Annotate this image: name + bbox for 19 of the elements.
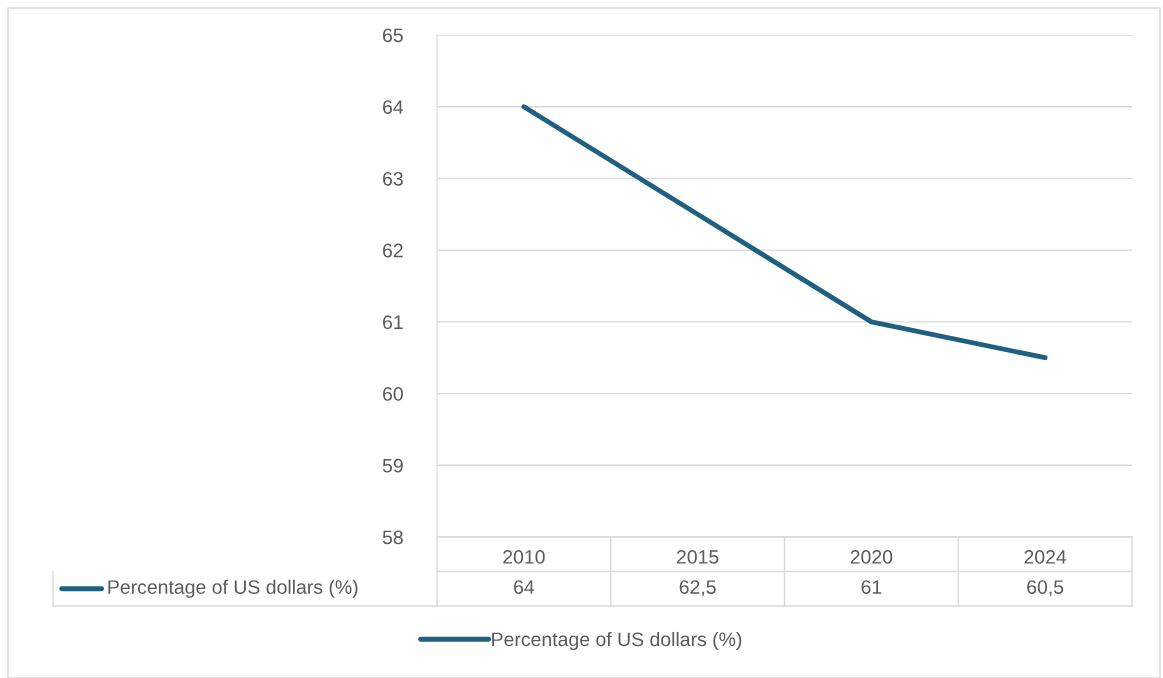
x-tick-label: 2010 xyxy=(503,550,545,564)
y-tick-label: 65 xyxy=(383,28,403,43)
x-tick-label: 2020 xyxy=(850,550,893,564)
text: Percentage of US dollars (%) xyxy=(108,579,358,598)
y-tick-label: 59 xyxy=(382,458,403,473)
y-tick-label: 60 xyxy=(383,387,403,401)
data-label: 61 xyxy=(861,580,882,594)
data-label: 60,5 xyxy=(1027,580,1064,597)
y-tick-label: 58 xyxy=(382,530,403,545)
data-label: 64 xyxy=(514,580,535,594)
x-tick-label: 2024 xyxy=(1024,550,1067,564)
line-series xyxy=(521,104,1048,361)
y-tick-label: 62 xyxy=(383,243,403,258)
legend-label: Percentage of US dollars (%) xyxy=(492,631,742,651)
x-tick-label: 2015 xyxy=(676,550,719,564)
y-tick-label: 61 xyxy=(383,315,403,330)
y-tick-label: 63 xyxy=(383,171,403,186)
y-tick-label: 64 xyxy=(383,100,404,114)
data-label: 62,5 xyxy=(679,580,716,597)
